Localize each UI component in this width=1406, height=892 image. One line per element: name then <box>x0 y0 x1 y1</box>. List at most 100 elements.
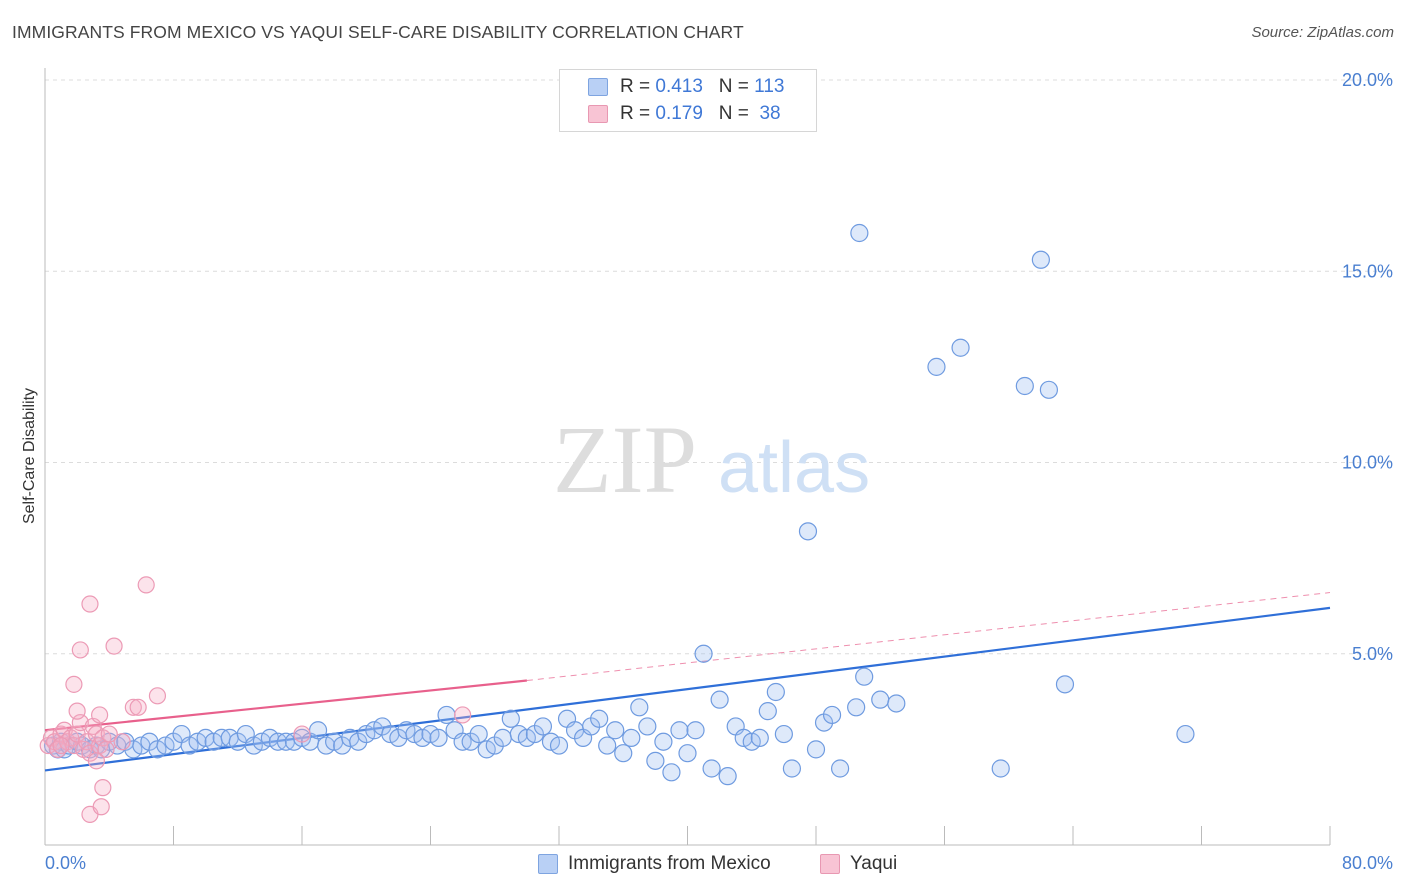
watermark-atlas: atlas <box>718 428 870 508</box>
trend-line-yaqui-extension <box>526 592 1331 682</box>
data-points <box>39 223 1195 824</box>
bottom-legend-mexico: Immigrants from Mexico <box>538 853 771 875</box>
legend-swatch-yaqui <box>588 105 608 123</box>
point-mexico <box>806 740 826 759</box>
point-mexico <box>1039 380 1059 399</box>
point-mexico <box>1176 724 1195 744</box>
grid-lines <box>45 79 1392 655</box>
point-yaqui <box>71 641 89 659</box>
y-tick-label: 15.0% <box>1342 261 1393 281</box>
point-mexico <box>622 728 641 748</box>
bottom-legend-swatch-yaqui <box>820 854 840 874</box>
point-mexico <box>1055 675 1075 694</box>
legend-r-label: R = <box>620 76 651 97</box>
point-yaqui <box>94 779 112 797</box>
legend-r-value: 0.179 <box>655 103 703 124</box>
point-mexico <box>951 338 970 357</box>
point-mexico <box>590 709 609 728</box>
point-yaqui <box>81 595 99 613</box>
axes <box>44 68 1331 846</box>
point-yaqui <box>87 752 106 770</box>
legend-r-label: R = <box>620 103 651 124</box>
point-yaqui <box>137 576 155 594</box>
trend-line-yaqui <box>44 679 527 732</box>
point-mexico <box>1031 250 1050 269</box>
legend-row-yaqui: R = 0.179 N = 38 <box>560 101 781 127</box>
point-mexico <box>710 690 729 709</box>
legend-swatch-mexico <box>588 78 608 96</box>
x-tick-label-min: 0.0% <box>45 853 86 873</box>
point-mexico <box>533 717 553 736</box>
y-tick-label: 20.0% <box>1342 70 1393 90</box>
point-mexico <box>308 721 328 740</box>
point-yaqui <box>52 736 70 755</box>
point-mexico <box>630 698 649 717</box>
point-mexico <box>991 759 1010 778</box>
point-yaqui <box>124 698 142 716</box>
point-mexico <box>702 759 721 778</box>
legend-n-value: 38 <box>754 103 781 124</box>
bottom-legend-label-mexico: Immigrants from Mexico <box>568 853 771 874</box>
legend-n-label: N = <box>718 103 749 124</box>
point-mexico <box>646 751 665 770</box>
point-mexico <box>774 724 793 744</box>
tick-labels: 5.0% 10.0% 15.0% 20.0% 0.0% 80.0% <box>45 70 1393 873</box>
point-yaqui <box>113 733 131 751</box>
trend-lines <box>44 592 1331 772</box>
legend-n-value: 113 <box>754 76 785 97</box>
point-mexico <box>606 721 625 740</box>
point-mexico <box>694 644 713 663</box>
point-yaqui <box>105 637 123 655</box>
point-yaqui <box>129 698 147 716</box>
point-mexico <box>654 732 673 751</box>
legend-r-value: 0.413 <box>655 76 703 97</box>
point-mexico <box>614 744 633 763</box>
y-tick-label: 5.0% <box>1352 644 1393 664</box>
point-mexico <box>493 728 512 748</box>
point-mexico <box>437 705 456 725</box>
point-mexico <box>822 705 842 725</box>
point-mexico <box>830 759 850 778</box>
point-mexico <box>798 522 818 541</box>
point-mexico <box>750 728 769 748</box>
point-yaqui <box>293 725 311 743</box>
bottom-legend-yaqui: Yaqui <box>820 853 897 875</box>
source-label: Source: ZipAtlas.com <box>1251 24 1394 41</box>
legend-row-mexico: R = 0.413 N = 113 <box>560 74 784 100</box>
point-mexico <box>782 759 802 778</box>
point-mexico <box>469 724 488 744</box>
bottom-legend-label-yaqui: Yaqui <box>850 853 898 874</box>
point-mexico <box>670 721 689 740</box>
watermark: ZIP atlas <box>553 406 870 513</box>
point-yaqui <box>92 798 110 816</box>
point-mexico <box>598 736 617 755</box>
legend-n-label: N = <box>718 76 749 97</box>
point-mexico <box>887 694 906 713</box>
point-yaqui <box>91 706 109 724</box>
point-mexico <box>686 721 705 740</box>
point-yaqui <box>68 702 86 720</box>
point-mexico <box>1015 376 1034 396</box>
point-mexico <box>638 717 657 736</box>
point-yaqui <box>454 706 472 724</box>
point-mexico <box>850 223 869 243</box>
point-mexico <box>847 698 866 717</box>
point-yaqui <box>148 687 167 705</box>
point-mexico <box>927 357 946 376</box>
point-mexico <box>678 744 697 763</box>
y-axis-title: Self-Care Disability <box>21 388 38 524</box>
point-yaqui <box>65 675 83 693</box>
point-mexico <box>718 767 737 786</box>
trend-line-mexico <box>44 606 1331 772</box>
y-tick-label: 10.0% <box>1342 453 1393 473</box>
point-mexico <box>501 709 520 728</box>
point-mexico <box>766 682 785 702</box>
point-yaqui <box>100 725 118 743</box>
point-mexico <box>855 667 874 686</box>
point-mexico <box>549 736 569 755</box>
point-mexico <box>758 702 777 721</box>
point-mexico <box>662 763 681 782</box>
bottom-legend-swatch-mexico <box>538 854 558 874</box>
x-tick-label-max: 80.0% <box>1342 853 1393 873</box>
